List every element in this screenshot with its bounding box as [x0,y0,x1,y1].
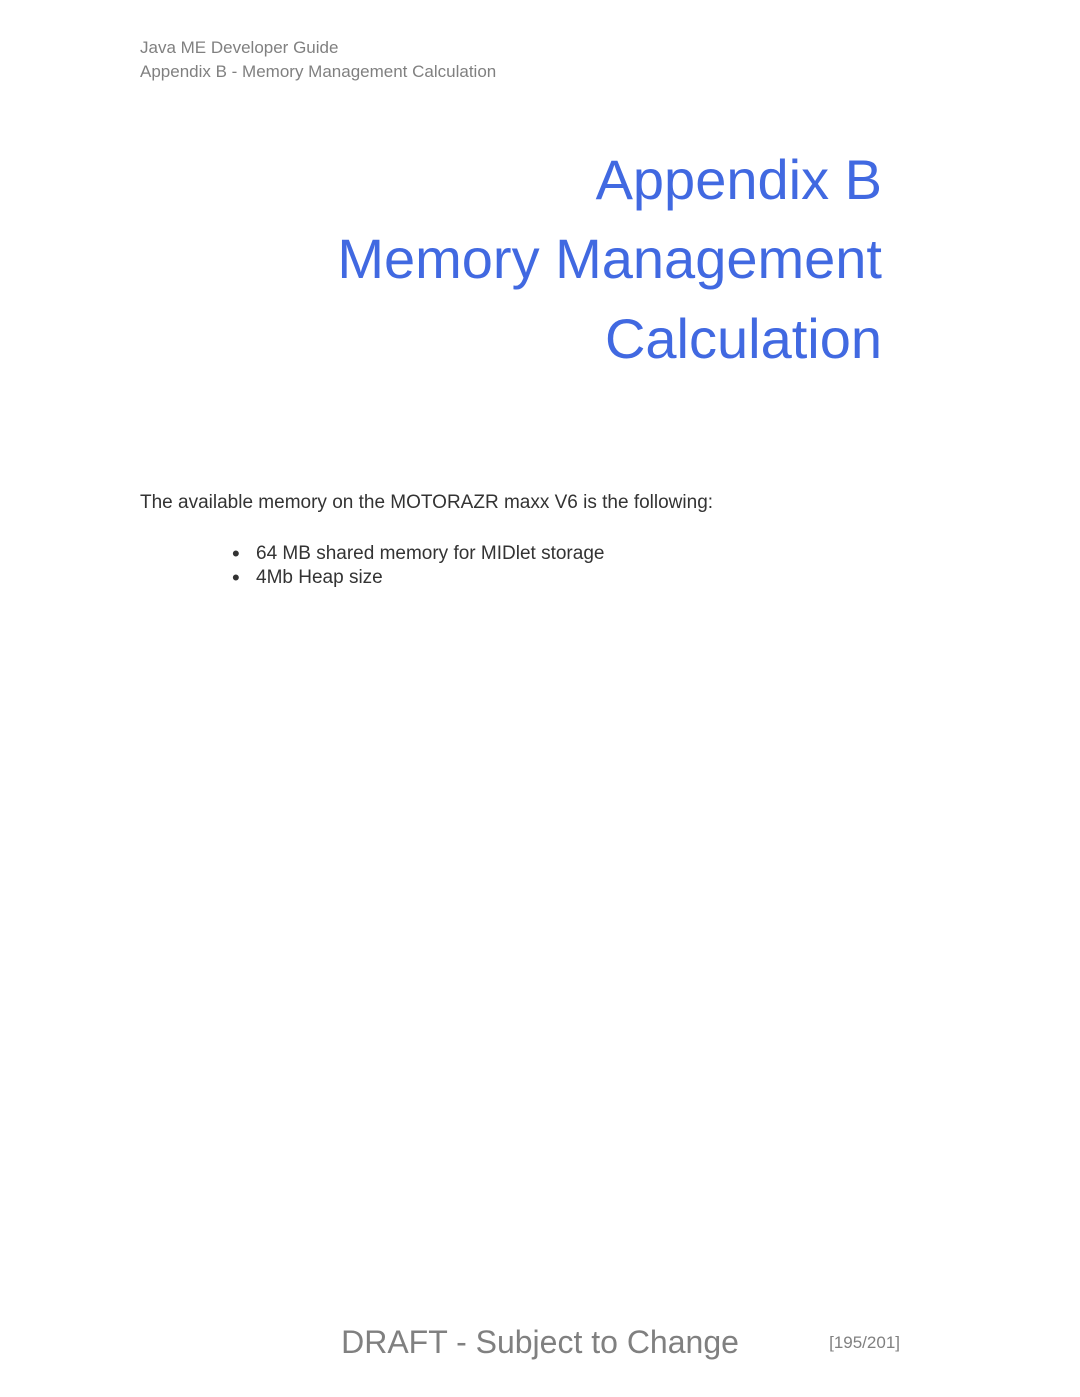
title-line-3: Calculation [140,299,882,379]
list-item: 64 MB shared memory for MIDlet storage [238,542,940,566]
page-header: Java ME Developer Guide Appendix B - Mem… [140,36,940,84]
document-page: Java ME Developer Guide Appendix B - Mem… [0,0,1080,1397]
header-guide-title: Java ME Developer Guide [140,36,940,60]
draft-notice: DRAFT - Subject to Change [341,1324,739,1360]
title-line-1: Appendix B [140,140,882,220]
list-item: 4Mb Heap size [238,566,940,590]
header-appendix-title: Appendix B - Memory Management Calculati… [140,60,940,84]
main-title: Appendix B Memory Management Calculation [140,140,940,379]
title-line-2: Memory Management [140,219,882,299]
memory-specs-list: 64 MB shared memory for MIDlet storage 4… [238,542,940,590]
intro-paragraph: The available memory on the MOTORAZR max… [140,492,940,514]
page-number: [195/201] [829,1333,900,1353]
page-footer: DRAFT - Subject to Change [195/201] [0,1324,1080,1361]
